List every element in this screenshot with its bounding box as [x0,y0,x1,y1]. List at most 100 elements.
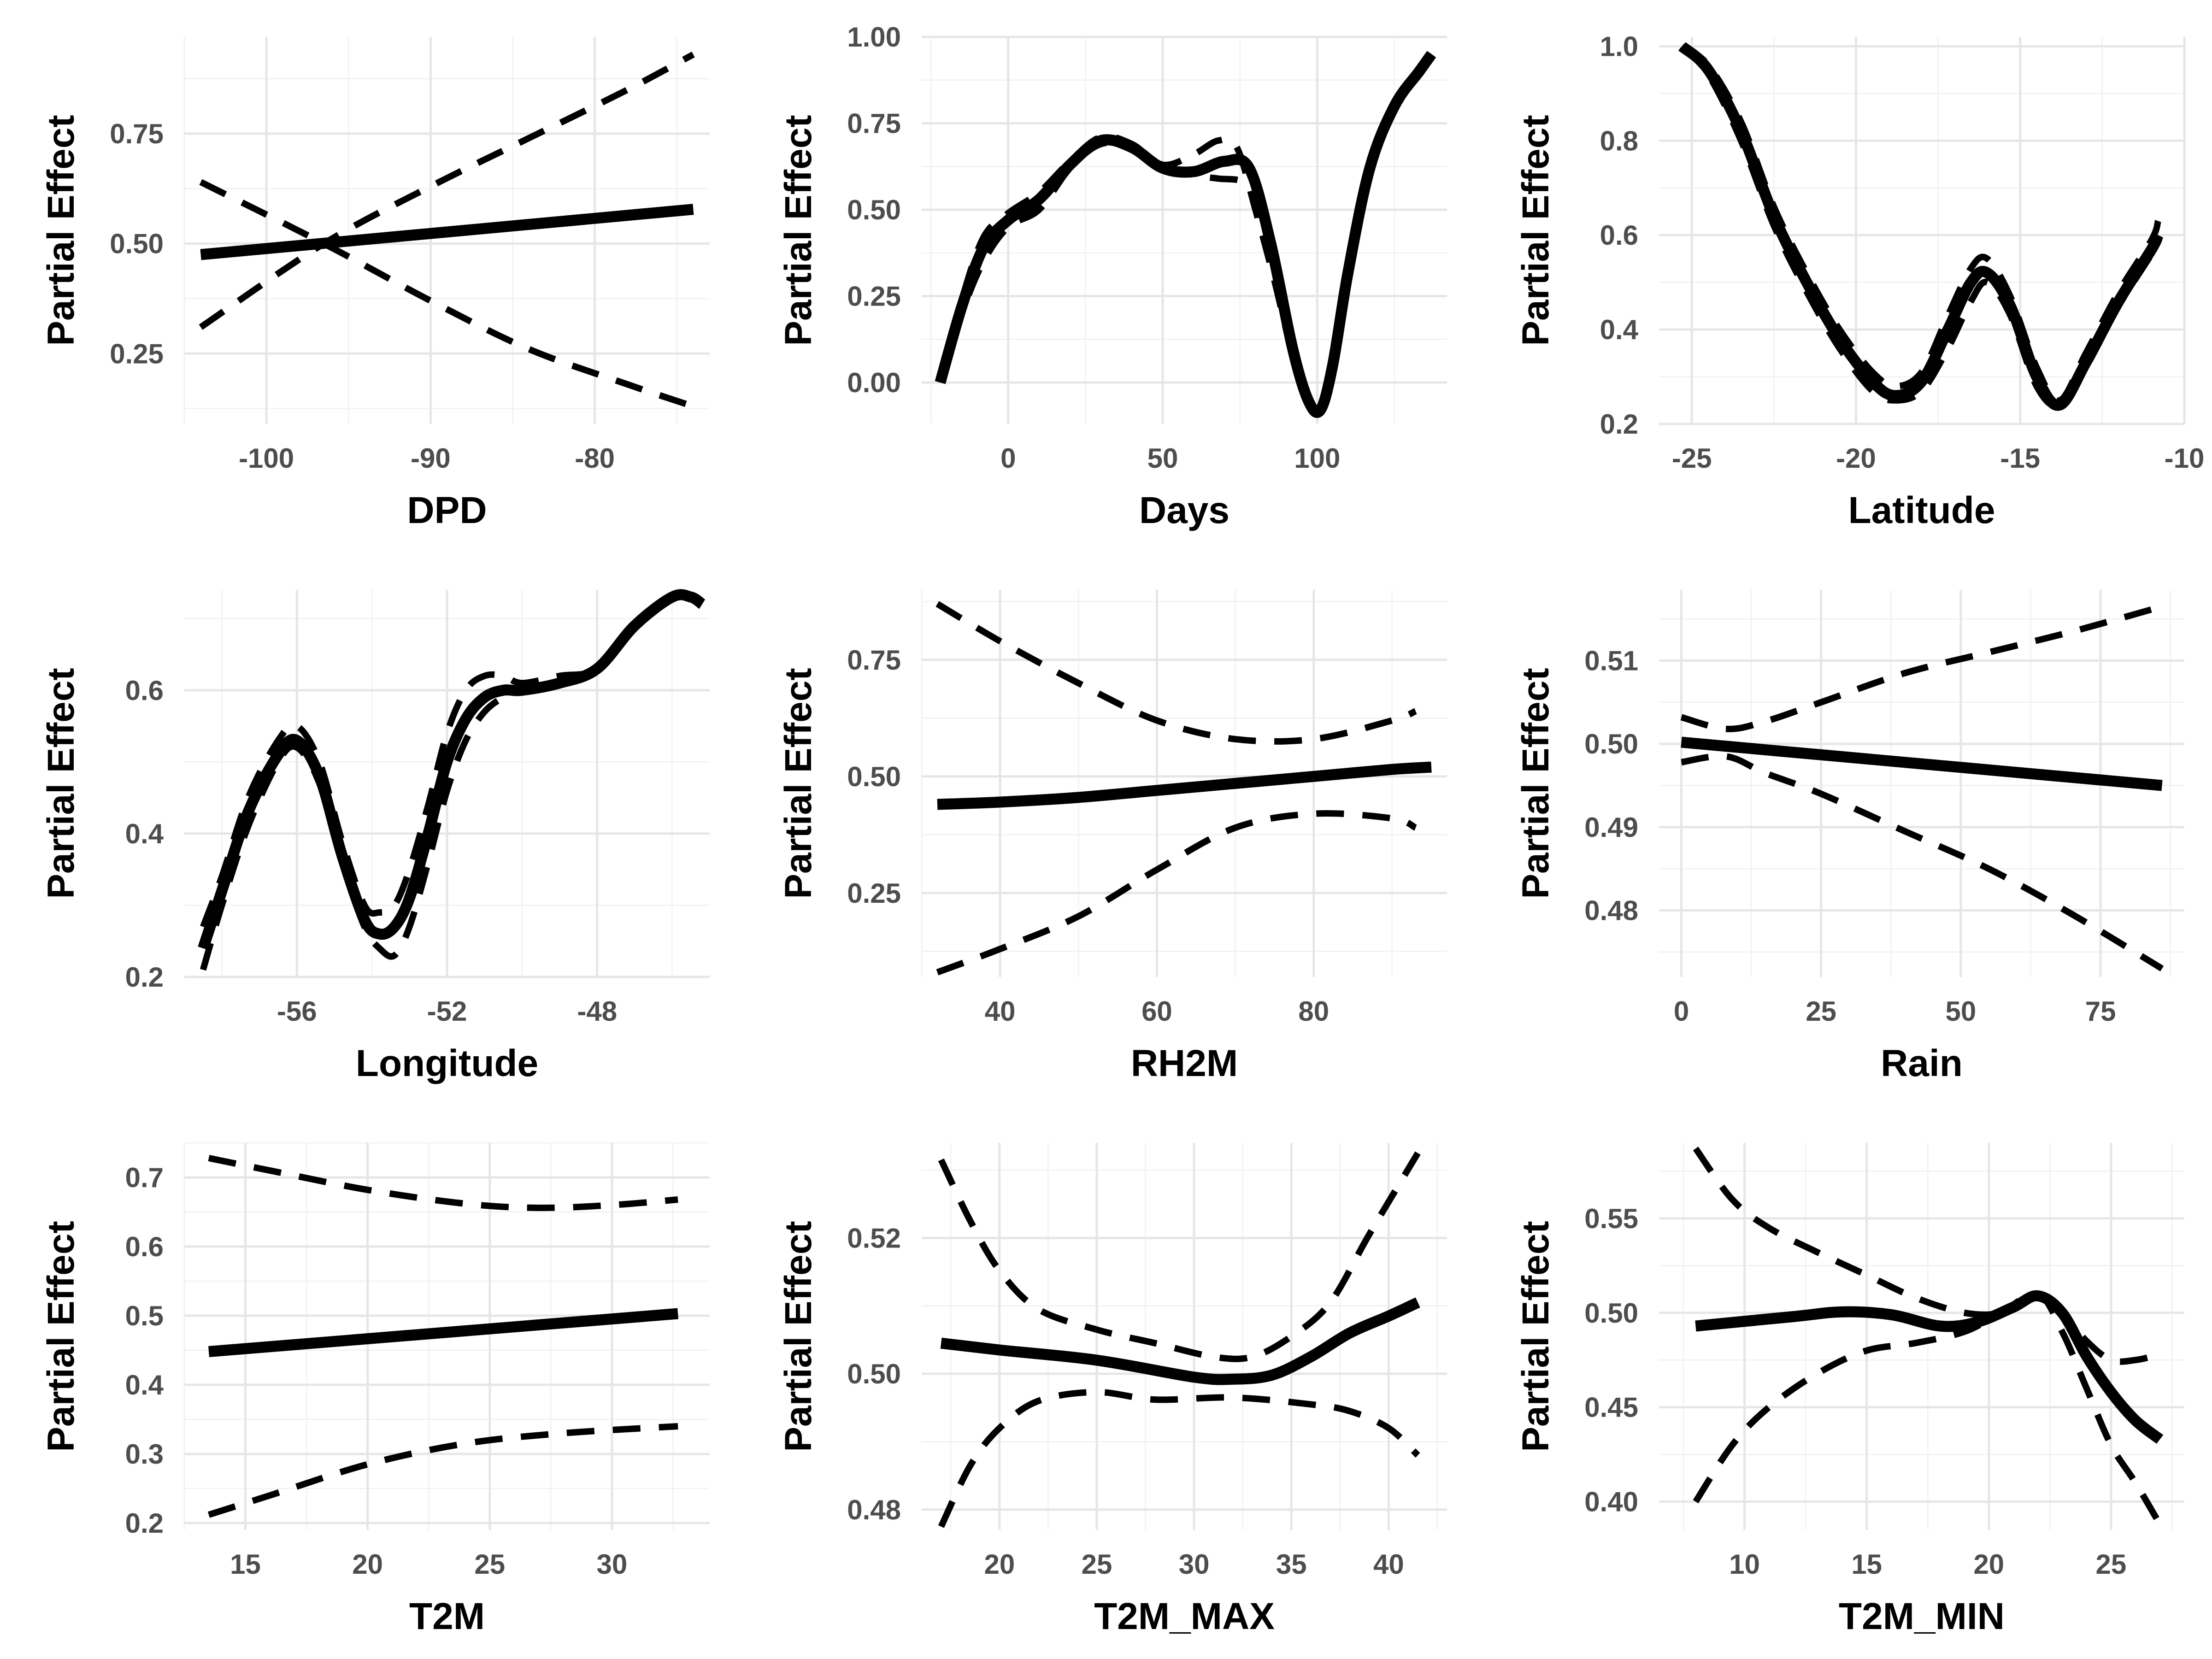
grid [183,1142,710,1530]
confidence-upper-line [1680,603,2163,732]
y-tick-label: 0.48 [847,1494,901,1525]
y-tick-label: 0.55 [1584,1203,1638,1234]
y-tick-label: 0.3 [125,1439,164,1470]
y-tick-label: 0.50 [847,194,901,225]
y-axis-title: Partial Effect [1515,668,1557,899]
confidence-lower-line [199,179,694,410]
grid [1659,1143,2184,1530]
y-tick-label: 0.50 [847,1359,901,1389]
x-tick-label: 25 [1806,996,1836,1027]
x-tick-label: -100 [239,443,294,474]
grid [1659,590,2184,977]
x-tick-label: -80 [575,443,615,474]
x-tick-label: 15 [1851,1549,1882,1580]
x-tick-label: -15 [2000,443,2040,474]
panel-longitude: -56 -52 -48 0.2 0.4 0.6 Longitude Partial Effec… [40,589,710,1084]
x-tick-label: 25 [1082,1549,1112,1580]
estimate-line [208,1308,679,1357]
x-tick-label: 20 [1973,1549,2004,1580]
y-tick-label: 0.2 [125,962,164,993]
y-tick-label: 0.6 [125,675,164,706]
y-tick-label: 0.25 [110,338,164,369]
x-tick-label: 40 [1373,1549,1404,1580]
y-tick-label: 0.4 [125,818,164,849]
estimate-line [200,204,694,260]
x-tick-label: 25 [2096,1549,2127,1580]
y-tick-label: 0.48 [1584,895,1638,926]
x-axis-title: DPD [407,489,487,531]
y-tick-label: 0.4 [1600,314,1639,345]
y-axis-title: Partial Effect [777,115,819,346]
estimate-line [1678,42,2164,411]
y-tick-label: 0.4 [125,1370,164,1400]
panel-rain: 0 25 50 75 0.48 0.49 0.50 0.51 Rain Partial Effec… [1515,590,2184,1084]
x-tick-label: 80 [1298,996,1329,1027]
confidence-lower-line [207,1423,678,1518]
y-tick-label: 0.75 [847,645,901,676]
y-tick-label: 0.25 [847,281,901,312]
y-tick-label: 0.50 [110,229,164,259]
y-tick-label: 0.8 [1600,125,1638,156]
x-tick-label: -10 [2165,443,2205,474]
y-tick-label: 0.50 [1584,1298,1638,1329]
estimate-line [1681,736,2163,791]
y-tick-label: 0.50 [847,761,901,792]
panel-t2m-max: 20 25 30 35 40 0.48 0.50 0.52 T2M_MAX Partial Eff… [777,1143,1447,1637]
x-tick-label: -56 [277,996,317,1027]
y-tick-label: 0.49 [1584,812,1638,843]
x-axis-title: Latitude [1848,489,1995,531]
x-tick-label: -20 [1836,443,1876,474]
y-tick-label: 0.6 [125,1231,164,1262]
confidence-upper-line [1693,1147,2161,1365]
y-axis-title: Partial Effect [777,1221,819,1452]
y-tick-label: 0.7 [125,1162,164,1193]
x-tick-label: -48 [577,996,617,1027]
estimate-line [937,761,1432,810]
x-tick-label: -52 [427,996,467,1027]
grid [184,590,710,978]
y-tick-label: 0.2 [125,1508,164,1539]
y-tick-label: 0.00 [847,367,901,398]
x-tick-label: 50 [1147,443,1178,474]
x-tick-label: 40 [985,996,1016,1027]
confidence-lower-line [1693,1290,2163,1526]
confidence-upper-line [935,601,1417,745]
x-tick-label: 35 [1276,1549,1307,1580]
confidence-lower-line [938,1388,1420,1528]
y-axis-title: Partial Effect [777,668,819,899]
confidence-upper-line [208,1155,678,1212]
x-axis-title: Longitude [356,1042,538,1084]
y-axis-title: Partial Effect [40,115,82,346]
y-tick-label: 0.51 [1584,646,1638,677]
x-tick-label: 20 [984,1549,1015,1580]
x-axis-title: T2M [409,1595,485,1637]
x-axis-title: T2M_MIN [1839,1595,2005,1637]
x-tick-label: 15 [230,1549,261,1580]
x-tick-label: 25 [474,1549,505,1580]
y-axis-title: Partial Effect [40,668,82,899]
y-tick-label: 0.6 [1600,220,1638,251]
grid [922,1143,1447,1530]
y-axis-title: Partial Effect [1515,115,1557,346]
y-tick-label: 0.52 [847,1223,901,1253]
confidence-upper-line [1680,43,2161,404]
panel-rh2m: 40 60 80 0.25 0.50 0.75 RH2M Partial Effect [777,590,1447,1084]
confidence-upper-line [199,52,695,330]
y-tick-label: 0.5 [125,1300,164,1331]
x-tick-label: 30 [1179,1549,1210,1580]
grid [1659,37,2186,425]
panel-t2m-min: 10 15 20 25 0.40 0.45 0.50 0.55 T2M_MIN Partial E… [1515,1143,2184,1637]
confidence-lower-line [200,591,704,971]
panel-dpd: -100 -90 -80 0.25 0.50 0.75 DPD Partial Effect [40,37,710,531]
x-tick-label: 0 [1674,996,1689,1027]
x-tick-label: 75 [2085,996,2116,1027]
x-tick-label: 0 [1000,443,1016,474]
x-tick-label: 20 [352,1549,383,1580]
x-tick-label: 10 [1729,1549,1760,1580]
x-axis-title: RH2M [1131,1042,1238,1084]
panel-days: 0 50 100 0.00 0.25 0.50 0.75 1.00 Days Partial Ef… [777,22,1447,531]
y-tick-label: 0.75 [110,118,164,149]
y-tick-label: 0.50 [1584,729,1638,759]
y-tick-label: 0.45 [1584,1392,1638,1423]
